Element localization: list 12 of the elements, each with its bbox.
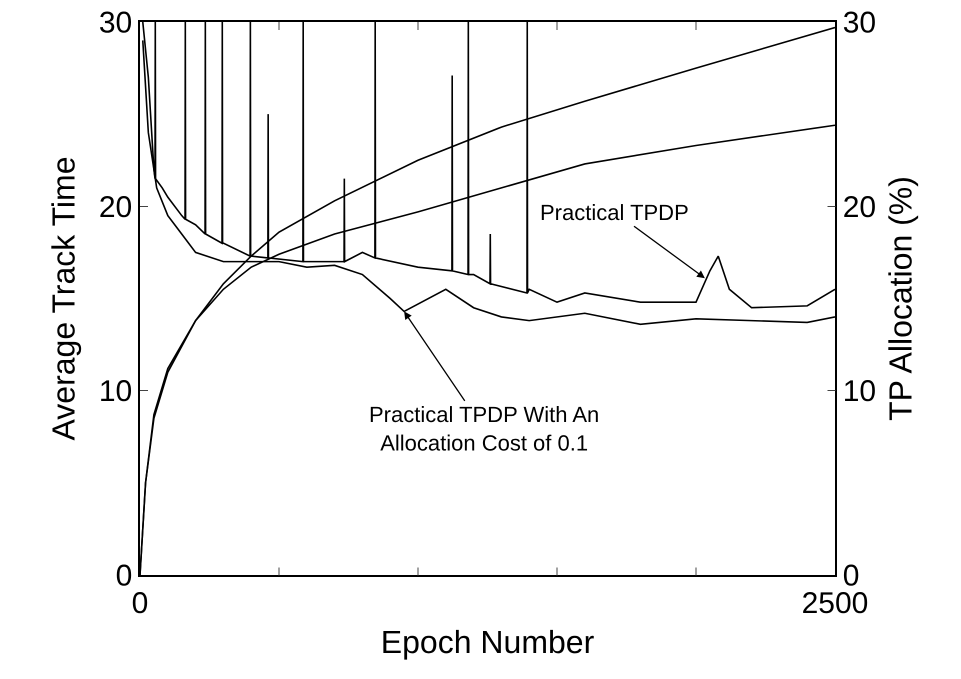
y2-tick-label: 10 <box>842 375 876 408</box>
y-tick-label: 30 <box>98 6 132 40</box>
annotation: Practical TPDP <box>540 200 689 225</box>
annotation: Practical TPDP With An Allocation Cost of 0.1 <box>369 402 600 456</box>
y2-tick-label: 30 <box>842 6 876 40</box>
x-axis-title: Epoch Number <box>380 624 595 660</box>
y2-axis-title: TP Allocation (%) <box>882 176 919 421</box>
y-tick-label: 10 <box>98 375 132 408</box>
y-tick-label: 20 <box>98 190 132 224</box>
y-tick-label: 0 <box>116 560 132 592</box>
y-axis-title: Average Track Time <box>46 156 82 440</box>
y2-tick-label: 20 <box>842 190 876 224</box>
